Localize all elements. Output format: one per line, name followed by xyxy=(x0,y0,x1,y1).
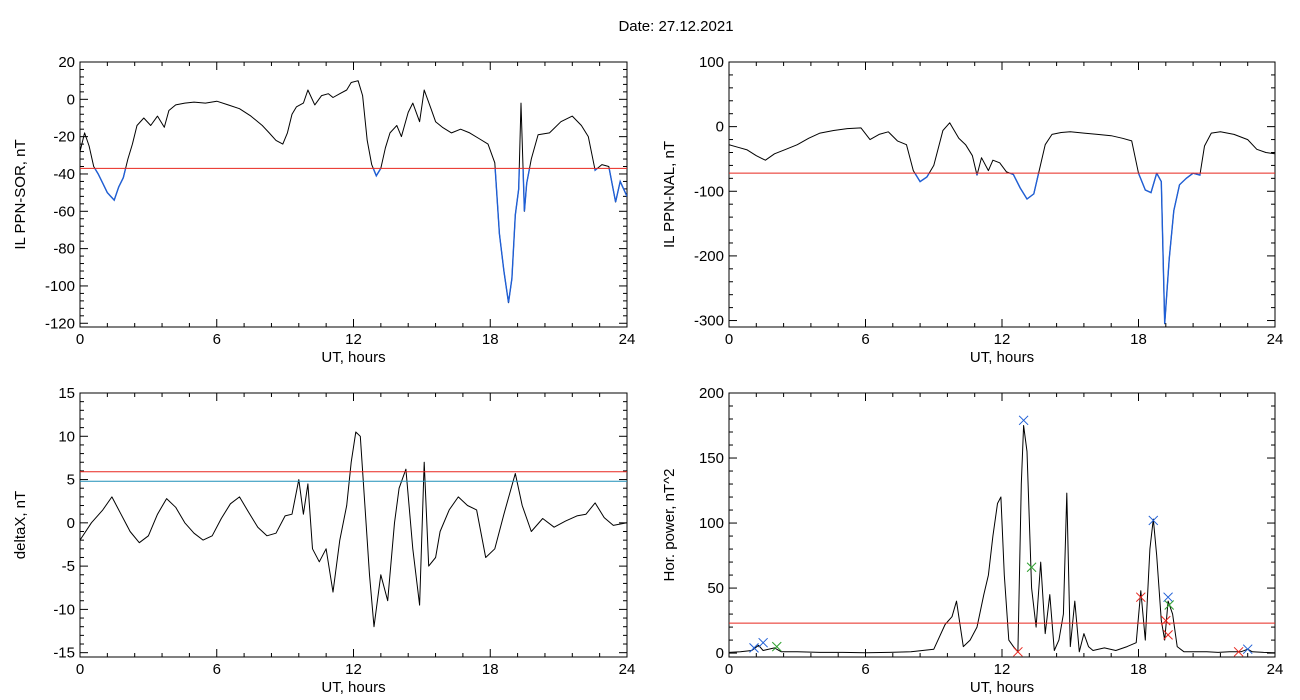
date-title: Date: 27.12.2021 xyxy=(618,18,734,35)
y-tick-label: -5 xyxy=(62,558,75,575)
x-axis-title: UT, hours xyxy=(970,679,1034,696)
y-tick-label: 100 xyxy=(699,515,724,532)
peak-marker xyxy=(1163,630,1173,640)
x-tick-label: 24 xyxy=(1267,331,1284,348)
x-tick-label: 0 xyxy=(725,661,733,678)
y-tick-label: 5 xyxy=(67,472,75,489)
series-line xyxy=(729,425,1275,654)
x-axis-title: UT, hours xyxy=(970,349,1034,366)
x-tick-label: 24 xyxy=(619,661,636,678)
y-tick-label: -100 xyxy=(45,278,75,295)
x-tick-label: 24 xyxy=(1267,661,1284,678)
x-tick-label: 18 xyxy=(1130,331,1147,348)
plot-area xyxy=(80,80,627,304)
chart-panel-3: 0 6 12 18 24 15 10 5 0 -5 -10 -15 UT, hours deltaX, n… xyxy=(12,385,635,696)
peak-marker xyxy=(1164,600,1175,610)
x-tick-label: 12 xyxy=(994,661,1011,678)
x-tick-label: 18 xyxy=(1130,661,1147,678)
y-tick-label: -200 xyxy=(694,248,724,265)
below-threshold-line xyxy=(94,168,627,303)
y-tick-label: 200 xyxy=(699,385,724,402)
peak-marker xyxy=(758,637,768,648)
x-tick-label: 24 xyxy=(619,331,636,348)
y-tick-label: 0 xyxy=(716,119,724,136)
x-tick-label: 12 xyxy=(345,331,362,348)
x-tick-label: 18 xyxy=(482,331,499,348)
peak-marker xyxy=(1135,592,1146,603)
chart-panel-4: 0 6 12 18 24 200 150 100 50 0 UT, hours Hor. power,… xyxy=(661,385,1283,696)
y-tick-label: -20 xyxy=(53,129,75,146)
plot-area xyxy=(729,122,1275,325)
y-tick-label: 15 xyxy=(58,385,75,402)
y-tick-label: 50 xyxy=(707,580,724,597)
peak-marker xyxy=(749,643,759,653)
y-tick-label: -300 xyxy=(694,313,724,330)
y-tick-label: 20 xyxy=(58,54,75,71)
y-tick-label: 100 xyxy=(699,54,724,71)
peak-marker xyxy=(1013,646,1023,657)
x-tick-label: 6 xyxy=(213,331,221,348)
plot-frame xyxy=(79,392,628,658)
y-tick-label: -60 xyxy=(53,203,75,220)
x-tick-label: 0 xyxy=(725,331,733,348)
peak-marker xyxy=(1018,415,1029,426)
y-axis-title: IL PPN-NAL, nT xyxy=(661,141,678,248)
x-tick-label: 6 xyxy=(213,661,221,678)
peak-marker xyxy=(1160,615,1171,626)
y-axis-title: IL PPN-SOR, nT xyxy=(12,139,29,249)
plot-frame xyxy=(79,61,628,328)
y-tick-label: -40 xyxy=(53,166,75,183)
x-axis-title: UT, hours xyxy=(321,679,385,696)
y-tick-label: -120 xyxy=(45,315,75,332)
series-line xyxy=(729,122,1275,325)
chart-panel-2: 0 6 12 18 24 100 0 -100 -200 -300 UT, hours IL PPN-… xyxy=(661,54,1283,366)
y-tick-label: 0 xyxy=(716,645,724,662)
y-tick-label: -80 xyxy=(53,241,75,258)
y-tick-label: -10 xyxy=(53,601,75,618)
peak-marker xyxy=(1026,562,1037,573)
y-tick-label: 0 xyxy=(67,515,75,532)
y-tick-label: 150 xyxy=(699,450,724,467)
x-tick-label: 6 xyxy=(861,661,869,678)
x-tick-label: 6 xyxy=(861,331,869,348)
x-tick-label: 12 xyxy=(345,661,362,678)
y-tick-label: -100 xyxy=(694,183,724,200)
below-threshold-line xyxy=(914,173,1201,324)
peak-marker xyxy=(1233,646,1244,657)
y-tick-label: 10 xyxy=(58,428,75,445)
peak-marker xyxy=(1242,644,1253,655)
peak-marker xyxy=(771,641,782,652)
x-tick-label: 0 xyxy=(76,331,84,348)
y-axis-title: deltaX, nT xyxy=(12,491,29,559)
plot-area xyxy=(80,431,627,628)
x-tick-label: 18 xyxy=(482,661,499,678)
plot-frame xyxy=(728,61,1276,328)
x-tick-label: 0 xyxy=(76,661,84,678)
peak-marker xyxy=(1148,515,1159,526)
chart-panel-1: 0 6 12 18 24 20 0 -20 -40 -60 -80 -100 -120 UT, hours… xyxy=(12,54,635,366)
series-line xyxy=(80,431,627,628)
series-line xyxy=(80,80,627,304)
y-tick-label: -15 xyxy=(53,645,75,662)
y-tick-label: 0 xyxy=(67,91,75,108)
y-axis-title: Hor. power, nT^2 xyxy=(661,469,678,582)
x-axis-title: UT, hours xyxy=(321,349,385,366)
x-tick-label: 12 xyxy=(994,331,1011,348)
plot-area xyxy=(729,425,1275,654)
